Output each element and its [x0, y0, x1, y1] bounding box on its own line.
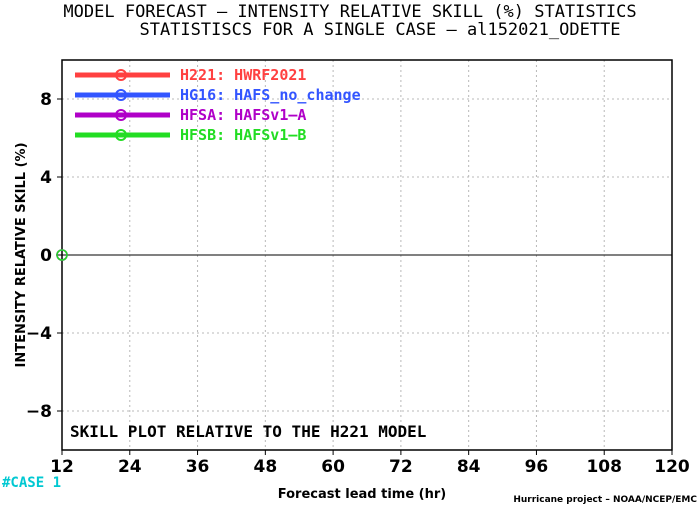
- y-tick-label: −4: [26, 324, 52, 344]
- data-point: [56, 249, 68, 261]
- x-tick-label: 120: [654, 457, 690, 477]
- chart-title: MODEL FORECAST – INTENSITY RELATIVE SKIL…: [63, 2, 636, 22]
- x-tick-label: 60: [321, 457, 345, 477]
- x-axis-label: Forecast lead time (hr): [278, 487, 446, 502]
- chart-subtitle: STATISTISCS FOR A SINGLE CASE – al152021…: [139, 20, 620, 40]
- y-tick-label: 8: [40, 90, 52, 110]
- x-tick-label: 72: [389, 457, 413, 477]
- reference-model-note: SKILL PLOT RELATIVE TO THE H221 MODEL: [70, 422, 426, 441]
- legend-label: H221: HWRF2021: [180, 66, 306, 84]
- legend-marker: [115, 89, 127, 101]
- x-tick-label: 48: [253, 457, 277, 477]
- y-axis-ticks: −8 −4 0 4 8: [26, 90, 62, 422]
- y-tick-label: 4: [40, 168, 52, 188]
- case-count-label: #CASE 1: [2, 475, 61, 491]
- y-tick-label: 0: [40, 246, 52, 266]
- x-tick-label: 36: [186, 457, 210, 477]
- x-axis-ticks: 12 24 36 48 60 72 84 96 108 120: [50, 450, 690, 477]
- legend-label: HG16: HAFS_no_change: [180, 86, 361, 104]
- credit-label: Hurricane project – NOAA/NCEP/EMC: [513, 495, 697, 505]
- x-tick-label: 96: [525, 457, 549, 477]
- legend-marker: [115, 109, 127, 121]
- series-points: [56, 249, 68, 261]
- legend: H221: HWRF2021 HG16: HAFS_no_change HFSA: …: [75, 66, 361, 144]
- legend-marker: [115, 69, 127, 81]
- x-tick-label: 24: [118, 457, 142, 477]
- x-tick-label: 12: [50, 457, 74, 477]
- x-tick-label: 84: [457, 457, 481, 477]
- y-tick-label: −8: [26, 402, 52, 422]
- legend-label: HFSB: HAFSv1–B: [180, 126, 306, 144]
- y-axis-label: INTENSITY RELATIVE SKILL (%): [14, 142, 29, 367]
- legend-label: HFSA: HAFSv1–A: [180, 106, 306, 124]
- x-tick-label: 108: [586, 457, 622, 477]
- legend-marker: [115, 129, 127, 141]
